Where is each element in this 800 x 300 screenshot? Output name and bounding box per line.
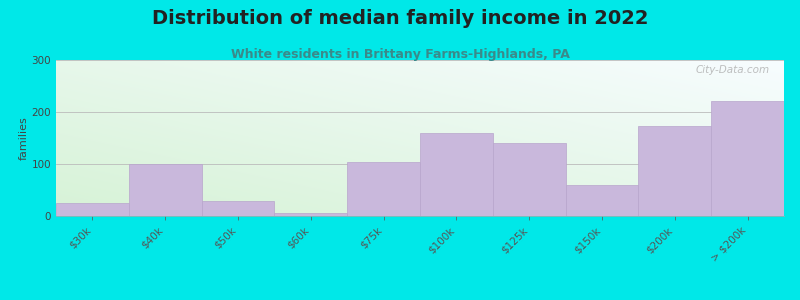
- Bar: [493, 143, 566, 216]
- Y-axis label: families: families: [18, 116, 29, 160]
- Bar: [638, 126, 711, 216]
- Text: Distribution of median family income in 2022: Distribution of median family income in …: [152, 9, 648, 28]
- Text: City-Data.com: City-Data.com: [695, 65, 770, 75]
- Bar: [274, 213, 347, 216]
- Bar: [347, 162, 420, 216]
- Bar: [129, 164, 202, 216]
- Bar: [420, 133, 493, 216]
- Bar: [202, 201, 274, 216]
- Bar: [711, 100, 784, 216]
- Bar: [56, 203, 129, 216]
- Text: White residents in Brittany Farms-Highlands, PA: White residents in Brittany Farms-Highla…: [230, 48, 570, 61]
- Bar: [566, 185, 638, 216]
